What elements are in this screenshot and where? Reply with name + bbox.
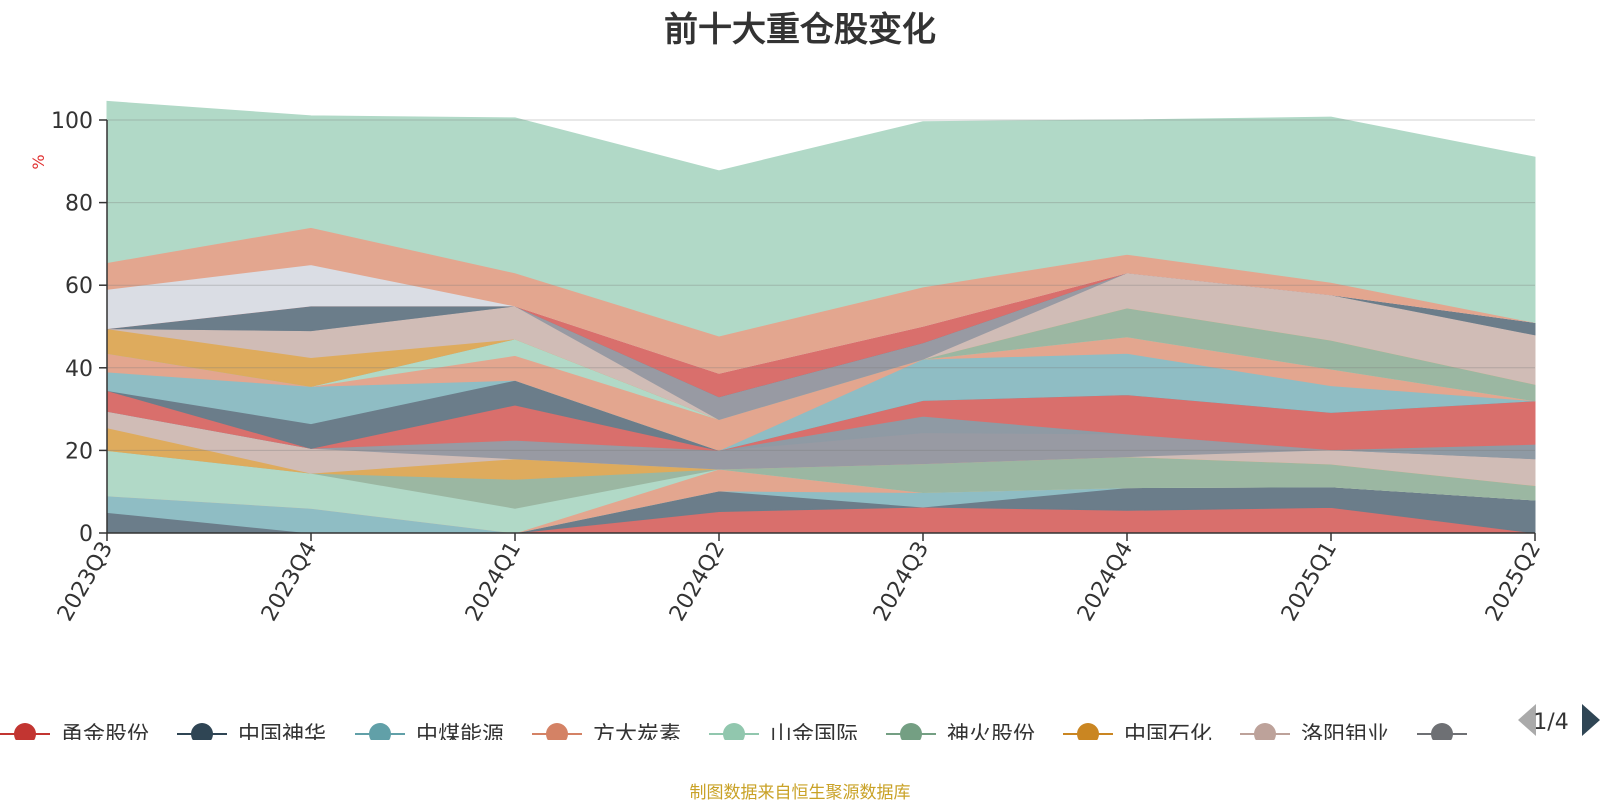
legend[interactable]: 甬金股份 中国神华 中煤能源 方大炭素 山金国际 神火股份 中国石化 洛阳钼业 系列9 <box>0 723 1536 748</box>
series-area-24 <box>106 100 1536 337</box>
y-tick-label: 40 <box>65 357 93 382</box>
x-tick-label: 2024Q3 <box>869 538 934 626</box>
legend-item-4[interactable]: 方大炭素 <box>532 723 681 748</box>
y-tick-label: 100 <box>51 109 93 134</box>
x-tick-label: 2025Q2 <box>1481 538 1546 626</box>
legend-circle-icon <box>14 723 36 740</box>
legend-item-5[interactable]: 山金国际 <box>709 723 858 748</box>
area-layer <box>106 100 1536 534</box>
legend-label: 中煤能源 <box>416 723 504 748</box>
legend-pager[interactable]: 1/4 <box>1518 704 1600 736</box>
legend-circle-icon <box>546 723 568 740</box>
legend-circle-icon <box>1254 723 1276 740</box>
grid-layer <box>107 119 1535 451</box>
legend-item-3[interactable]: 中煤能源 <box>355 723 504 748</box>
legend-page-indicator: 1/4 <box>1533 710 1568 735</box>
x-tick-label: 2023Q3 <box>53 538 118 626</box>
legend-item-1[interactable]: 甬金股份 <box>0 723 149 748</box>
y-tick-label: 60 <box>65 274 93 299</box>
x-tick-label: 2024Q1 <box>461 538 526 626</box>
x-tick-label: 2024Q4 <box>1073 538 1138 626</box>
x-tick-label: 2023Q4 <box>257 538 322 626</box>
legend-label: 神火股份 <box>947 723 1035 748</box>
legend-label: 中国石化 <box>1124 723 1212 748</box>
legend-prev-icon[interactable] <box>1518 704 1536 736</box>
legend-label: 甬金股份 <box>61 723 149 748</box>
legend-label: 山金国际 <box>770 723 858 748</box>
legend-circle-icon <box>191 723 213 740</box>
legend-circle-icon <box>1431 723 1453 740</box>
legend-label: 方大炭素 <box>593 723 681 748</box>
legend-item-9[interactable]: 系列9 <box>1417 723 1536 748</box>
legend-circle-icon <box>1077 723 1099 740</box>
source-note: 制图数据来自恒生聚源数据库 <box>689 783 911 803</box>
chart-title: 前十大重仓股变化 <box>664 10 936 50</box>
legend-next-icon[interactable] <box>1582 704 1600 736</box>
x-tick-label: 2024Q2 <box>665 538 730 626</box>
y-tick-label: 20 <box>65 439 93 464</box>
legend-circle-icon <box>369 723 391 740</box>
legend-item-8[interactable]: 洛阳钼业 <box>1240 723 1389 748</box>
legend-item-6[interactable]: 神火股份 <box>886 723 1035 748</box>
legend-circle-icon <box>900 723 922 740</box>
y-axis-label: % <box>29 154 48 169</box>
legend-circle-icon <box>723 723 745 740</box>
legend-label: 中国神华 <box>238 723 326 748</box>
legend-label: 洛阳钼业 <box>1301 723 1389 748</box>
x-tick-label: 2025Q1 <box>1277 538 1342 626</box>
legend-item-7[interactable]: 中国石化 <box>1063 723 1212 748</box>
y-tick-label: 80 <box>65 192 93 217</box>
legend-item-2[interactable]: 中国神华 <box>177 723 326 748</box>
y-tick-label: 0 <box>79 522 93 547</box>
